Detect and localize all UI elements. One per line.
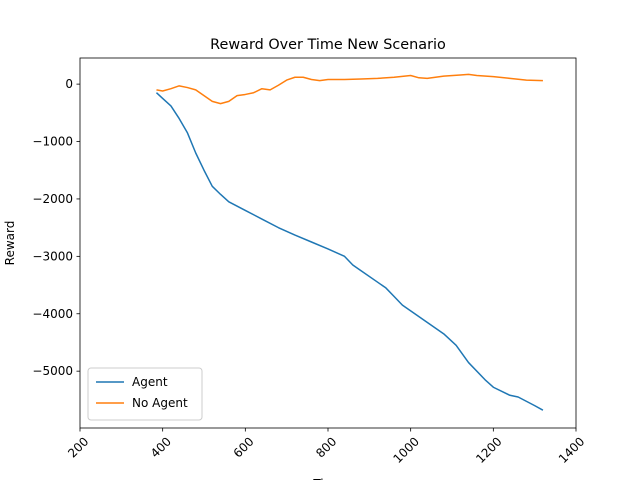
legend-label: No Agent [132,396,188,410]
plot-frame [79,57,577,429]
x-tick-label: 200 [65,434,91,460]
line-series [156,73,543,105]
x-tick-label: 800 [313,434,339,460]
x-axis-label: Time [312,477,342,480]
x-tick-label: 1000 [391,434,422,465]
x-tick-label: 600 [231,434,257,460]
y-tick-label: −2000 [32,192,73,206]
y-tick-label: −5000 [32,364,73,378]
legend-label: Agent [132,375,168,389]
y-tick-label: −3000 [32,249,73,263]
line-series [155,92,544,411]
x-tick-label: 400 [148,434,174,460]
y-tick-label: −1000 [32,135,73,149]
legend-box [87,367,203,421]
x-tick-label: 1400 [556,434,587,465]
chart-title: Reward Over Time New Scenario [210,37,446,53]
y-tick-label: −4000 [32,307,73,321]
x-tick-label: 1200 [473,434,504,465]
y-axis-label: Reward [3,221,17,266]
y-tick-label: 0 [65,77,73,91]
